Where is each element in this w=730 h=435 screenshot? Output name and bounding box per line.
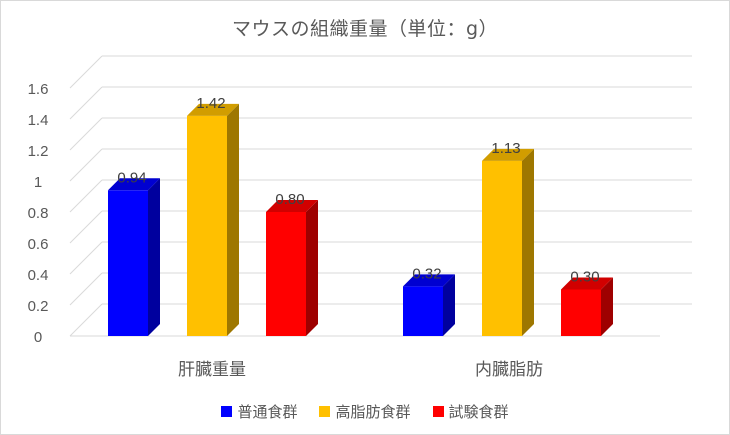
chart-title: マウスの組織重量（単位：g） xyxy=(231,18,499,40)
legend-item: 高脂肪食群 xyxy=(319,401,411,422)
x-tick-label: 内臓脂肪 xyxy=(475,360,543,380)
y-tick-label: 1 xyxy=(34,174,42,191)
data-labels: 0.94 1.42 0.80 0.32 1.13 0.30 xyxy=(117,95,599,286)
x-tick-label: 肝臓重量 xyxy=(178,360,246,380)
legend-item: 普通食群 xyxy=(221,401,297,422)
bar-top xyxy=(108,178,160,191)
bar xyxy=(266,212,306,336)
legend-item: 試験食群 xyxy=(432,401,509,422)
data-label: 0.94 xyxy=(117,169,146,186)
legend-swatch xyxy=(432,406,444,417)
gridline xyxy=(69,117,103,151)
legend-label: 高脂肪食群 xyxy=(335,403,411,421)
gridline xyxy=(69,86,103,120)
y-tick-label: 1.6 xyxy=(28,81,49,98)
y-tick-label: 0.8 xyxy=(28,205,49,222)
data-label: 1.13 xyxy=(491,140,520,157)
bar-side xyxy=(148,178,160,336)
bar-side xyxy=(522,148,534,336)
gridline xyxy=(69,148,103,182)
gridline xyxy=(69,179,103,213)
y-tick-label: 0 xyxy=(34,329,42,346)
gridline xyxy=(69,272,103,306)
y-tick-label: 1.4 xyxy=(28,112,49,129)
gridline xyxy=(69,241,103,275)
bar-top xyxy=(482,148,534,161)
bars xyxy=(108,103,613,337)
bar-side xyxy=(601,277,613,336)
y-axis: 0 0.2 0.4 0.6 0.8 1 1.2 1.4 1.6 xyxy=(28,81,49,346)
bar xyxy=(187,115,227,337)
bar-side xyxy=(443,274,455,336)
data-label: 1.42 xyxy=(196,95,225,112)
data-label: 0.80 xyxy=(275,191,304,208)
legend-label: 試験食群 xyxy=(448,403,509,421)
legend-label: 普通食群 xyxy=(237,403,298,421)
legend-swatch xyxy=(221,406,233,417)
gridline xyxy=(69,210,103,244)
x-axis: 肝臓重量 内臓脂肪 xyxy=(178,360,543,380)
data-label: 0.32 xyxy=(412,265,441,282)
gridline xyxy=(69,303,103,337)
y-tick-label: 0.6 xyxy=(28,236,49,253)
legend: 普通食群 高脂肪食群 試験食群 xyxy=(0,401,730,422)
data-label: 0.30 xyxy=(570,269,599,286)
legend-swatch xyxy=(319,406,331,417)
y-tick-label: 0.4 xyxy=(28,267,49,284)
bar-side xyxy=(227,103,239,337)
bar-side xyxy=(306,200,318,336)
bar xyxy=(108,190,148,336)
bar-top xyxy=(403,274,455,287)
bar-top xyxy=(266,200,318,212)
bar xyxy=(403,286,443,336)
bar xyxy=(482,160,522,336)
y-tick-label: 1.2 xyxy=(28,143,49,160)
gridline xyxy=(69,55,103,89)
bar-top xyxy=(561,277,613,290)
bar xyxy=(561,289,601,336)
y-tick-label: 0.2 xyxy=(28,298,49,315)
bar-top xyxy=(187,103,239,116)
